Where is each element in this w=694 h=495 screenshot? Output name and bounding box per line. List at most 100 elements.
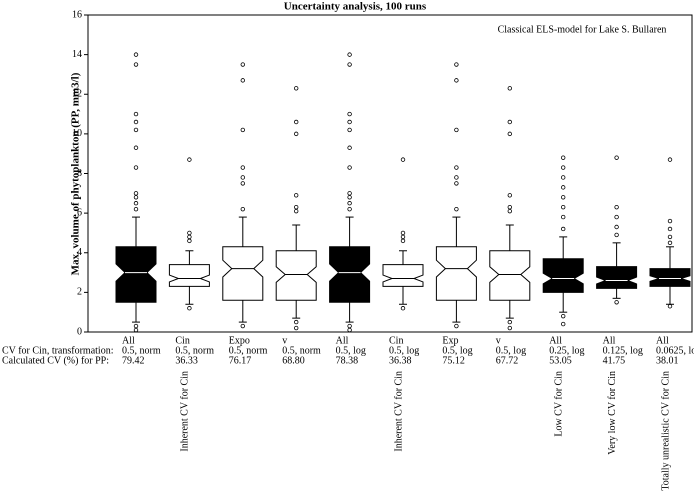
y-tick-label: 14	[72, 49, 82, 60]
cv-label: 41.75	[603, 355, 626, 366]
outlier	[347, 191, 352, 196]
y-axis-label: Max. volume of phytoplankton (PP, mm3/l)	[70, 72, 82, 275]
outlier	[454, 175, 459, 180]
cv-label: 67.72	[496, 355, 519, 366]
cv-label: 68.80	[282, 355, 305, 366]
x-tick-label: All	[656, 335, 669, 346]
cv-label: 75.12	[442, 355, 465, 366]
box	[596, 266, 638, 289]
box	[329, 246, 371, 303]
note-label: Totally unrealistic CV for Cin	[660, 371, 671, 491]
outlier	[133, 111, 139, 117]
outlier	[294, 319, 299, 325]
transformation-label: 0.5, log	[389, 345, 419, 356]
box	[115, 246, 157, 303]
transformation-label: 0.5, log	[496, 345, 526, 356]
outlier	[133, 145, 139, 150]
outlier	[400, 306, 406, 311]
outlier	[400, 230, 406, 236]
box	[489, 250, 531, 301]
outlier	[667, 218, 673, 224]
outlier	[187, 238, 192, 244]
outlier	[294, 119, 299, 125]
outlier	[667, 304, 673, 309]
outlier	[347, 195, 352, 200]
y-tick-label: 4	[77, 247, 82, 258]
outlier	[454, 206, 459, 212]
outlier	[561, 214, 566, 220]
transformation-label: 0.5, norm	[122, 345, 161, 356]
outlier	[240, 165, 245, 170]
outlier	[347, 52, 352, 57]
box	[275, 250, 317, 301]
outlier	[347, 111, 352, 117]
x-tick-label: Exp	[442, 335, 458, 346]
outlier	[507, 319, 512, 325]
outlier	[561, 195, 566, 200]
outlier	[294, 325, 299, 331]
outlier	[347, 323, 352, 329]
outlier	[187, 157, 192, 162]
y-tick-label: 10	[72, 128, 82, 139]
outlier	[294, 208, 299, 214]
outlier	[294, 131, 299, 137]
y-tick-label: 6	[77, 207, 82, 218]
cv-label: 36.38	[389, 355, 412, 366]
outlier	[240, 323, 245, 329]
outlier	[507, 86, 512, 91]
y-tick-label: 2	[77, 287, 82, 298]
outlier	[187, 234, 192, 240]
outlier	[347, 127, 352, 133]
outlier	[454, 78, 459, 83]
transformation-label: 0.125, log	[603, 345, 643, 356]
box	[435, 246, 477, 301]
outlier	[187, 230, 192, 236]
outlier	[240, 78, 245, 83]
outlier	[507, 131, 512, 137]
outlier	[133, 62, 139, 67]
transformation-label: 0.5, log	[442, 345, 472, 356]
transformation-label: 0.0625, log	[656, 345, 694, 356]
outlier	[454, 323, 459, 329]
x-tick-label: All	[336, 335, 349, 346]
outlier	[667, 157, 673, 162]
box	[222, 246, 264, 301]
note-label: Inherent CV for Cin	[393, 371, 404, 452]
note-label: Low CV for Cin	[553, 371, 564, 437]
outlier	[667, 234, 673, 240]
chart-title: Uncertainty analysis, 100 runs	[284, 1, 427, 13]
outlier	[347, 201, 352, 206]
outlier	[400, 157, 406, 162]
outlier	[454, 165, 459, 170]
outlier	[614, 155, 619, 160]
x-tick-label: All	[603, 335, 616, 346]
outlier	[133, 206, 139, 212]
outlier	[454, 181, 459, 186]
outlier	[614, 224, 619, 230]
outlier	[614, 214, 619, 220]
x-tick-label: v	[496, 335, 501, 346]
outlier	[347, 206, 352, 212]
outlier	[294, 86, 299, 91]
outlier	[507, 204, 512, 210]
outlier	[561, 165, 566, 170]
row-label: Calculated CV (%) for PP:	[2, 355, 109, 366]
box	[542, 258, 584, 293]
outlier	[133, 191, 139, 196]
x-tick-label: All	[122, 335, 135, 346]
outlier	[454, 62, 459, 67]
outlier	[133, 195, 139, 200]
outlier	[187, 306, 192, 311]
outlier	[347, 145, 352, 150]
x-tick-label: Cin	[175, 335, 189, 346]
transformation-label: 0.5, norm	[282, 345, 321, 356]
note-label: Inherent CV for Cin	[180, 371, 191, 452]
outlier	[614, 204, 619, 210]
transformation-label: 0.5, log	[336, 345, 366, 356]
outlier	[133, 327, 139, 333]
y-tick-label: 12	[72, 89, 82, 100]
outlier	[133, 323, 139, 329]
outlier	[561, 175, 566, 180]
outlier	[294, 204, 299, 210]
